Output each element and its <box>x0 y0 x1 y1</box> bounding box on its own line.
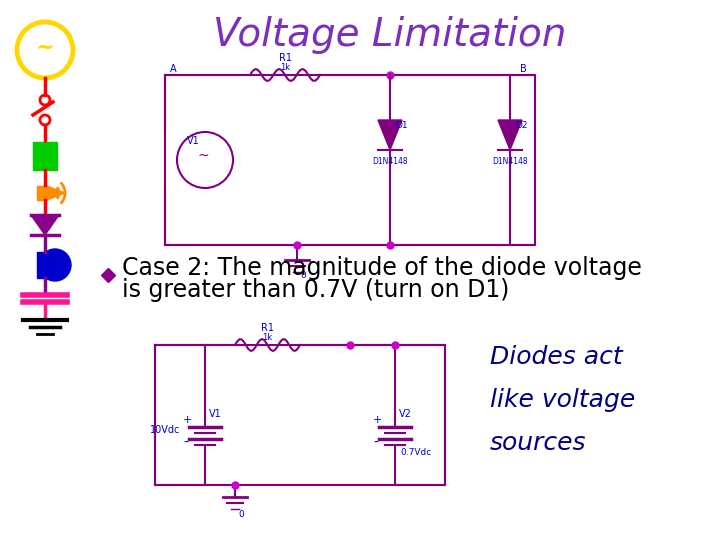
Text: 1k: 1k <box>262 333 273 342</box>
Polygon shape <box>498 120 522 150</box>
Text: V1: V1 <box>209 409 222 419</box>
Text: R1: R1 <box>279 53 292 63</box>
Text: V2: V2 <box>399 409 412 419</box>
Polygon shape <box>47 186 65 200</box>
Text: 10Vdc: 10Vdc <box>150 425 181 435</box>
Polygon shape <box>31 215 59 235</box>
Text: 1k: 1k <box>280 63 290 72</box>
Bar <box>37 252 53 278</box>
Text: Case 2: The magnitude of the diode voltage: Case 2: The magnitude of the diode volta… <box>122 256 642 280</box>
Text: Voltage Limitation: Voltage Limitation <box>213 16 567 54</box>
Text: is greater than 0.7V (turn on D1): is greater than 0.7V (turn on D1) <box>122 278 509 302</box>
Text: ~: ~ <box>197 149 209 163</box>
Text: +: + <box>183 415 192 425</box>
Text: D1N4148: D1N4148 <box>492 157 528 166</box>
Text: D1: D1 <box>395 121 408 130</box>
Text: B: B <box>520 64 527 74</box>
Bar <box>33 142 57 170</box>
Text: Diodes act
like voltage
sources: Diodes act like voltage sources <box>490 345 635 455</box>
Text: 0: 0 <box>238 510 244 519</box>
Text: ~: ~ <box>36 37 54 59</box>
Bar <box>37 186 47 200</box>
Text: +: + <box>373 415 382 425</box>
Text: 0.7Vdc: 0.7Vdc <box>400 448 431 457</box>
Text: V1: V1 <box>187 136 199 146</box>
Text: -: - <box>183 436 188 450</box>
Text: -: - <box>373 436 378 450</box>
Polygon shape <box>378 120 402 150</box>
Text: A: A <box>170 64 176 74</box>
Text: D1N4148: D1N4148 <box>372 157 408 166</box>
Text: D2: D2 <box>515 121 528 130</box>
Circle shape <box>39 249 71 281</box>
Text: 0: 0 <box>300 271 306 280</box>
Text: R1: R1 <box>261 323 274 333</box>
